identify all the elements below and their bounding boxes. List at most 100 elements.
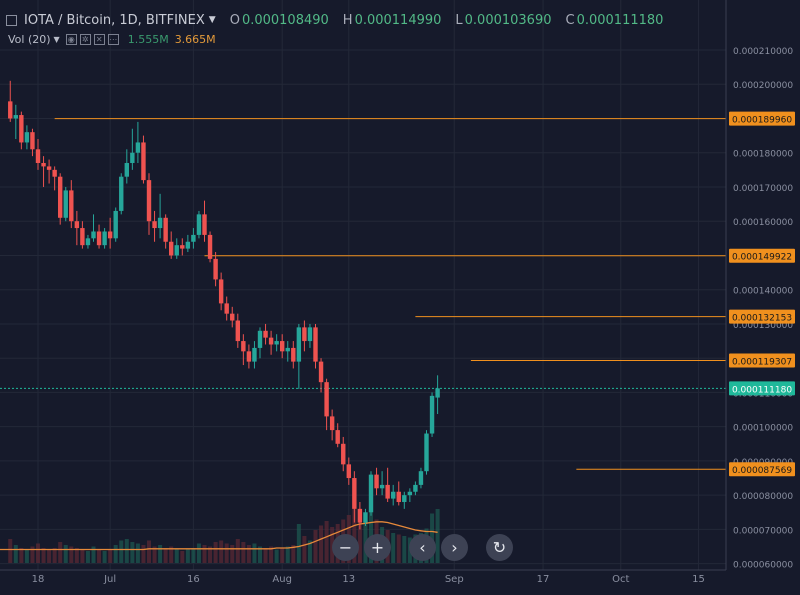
scroll-left-button[interactable]: ‹ (409, 533, 436, 561)
volume-bar (185, 549, 190, 563)
gear-icon[interactable]: ✲ (79, 33, 91, 45)
candle-body (396, 491, 401, 503)
candle-body (324, 382, 329, 417)
more-icon[interactable]: ⋯ (107, 33, 119, 45)
collapse-icon[interactable] (6, 14, 17, 26)
volume-value: 1.555M (127, 32, 169, 46)
high-value: 0.000114990 (354, 12, 442, 28)
volume-bar (258, 546, 262, 563)
close-icon[interactable]: ✕ (93, 33, 105, 45)
time-tick-label: Sep (445, 574, 464, 585)
candle-body (58, 176, 63, 218)
candle-body (180, 245, 185, 249)
candle-body (202, 214, 207, 235)
price-tick-label: 0.000160000 (733, 218, 793, 228)
scroll-right-button[interactable]: › (441, 533, 468, 561)
symbol-title[interactable]: IOTA / Bitcoin, 1D, BITFINEX (24, 12, 205, 28)
candle-body (213, 258, 218, 280)
candle-body (374, 474, 379, 489)
close-value: 0.000111180 (576, 12, 664, 28)
candle-body (80, 228, 85, 246)
volume-bar (269, 546, 274, 563)
volume-bar (296, 524, 301, 563)
volume-bar (152, 546, 157, 563)
candle-body (63, 190, 68, 218)
price-tick-label: 0.000200000 (733, 81, 793, 91)
plus-icon: + (370, 537, 385, 557)
volume-bar (147, 540, 151, 563)
volume-bar (174, 549, 179, 563)
volume-bar (47, 549, 52, 563)
volume-bar (224, 543, 229, 563)
volume-bar (435, 509, 440, 563)
candle-body (191, 234, 196, 242)
close-label: C (565, 12, 575, 28)
volume-bar (396, 534, 401, 563)
volume-bar (163, 548, 168, 563)
candle-body (41, 162, 46, 167)
volume-label[interactable]: Vol (20) (8, 32, 51, 46)
zoom-in-button[interactable]: + (364, 533, 391, 561)
caret-down-icon[interactable]: ▼ (208, 15, 216, 25)
volume-bar (352, 509, 357, 563)
minus-icon: − (338, 537, 353, 557)
volume-bar (19, 548, 24, 563)
volume-bar (213, 542, 218, 563)
volume-bar (69, 546, 74, 563)
candle-body (46, 166, 52, 170)
volume-bar (291, 545, 296, 563)
price-tick-label: 0.000170000 (733, 184, 793, 194)
candle-body (385, 484, 390, 499)
candle-body (174, 245, 179, 256)
candle-body (74, 221, 80, 229)
volume-bar (97, 549, 102, 563)
time-tick-label: 16 (187, 574, 200, 585)
candle-body (341, 443, 346, 465)
candle-body (124, 162, 129, 177)
volume-bar (280, 548, 285, 563)
volume-bar (230, 545, 235, 563)
candle-body (207, 234, 213, 259)
volume-bar (41, 548, 46, 563)
candle-body (435, 388, 440, 398)
zoom-out-button[interactable]: − (332, 533, 359, 561)
candle-body (252, 347, 257, 362)
last-price-text: 0.000111180 (732, 385, 792, 395)
horizontal-levels[interactable] (54, 118, 726, 470)
candle-body (407, 491, 413, 496)
candle-body (152, 221, 157, 229)
volume-bar (108, 549, 113, 563)
volume-bar (302, 536, 307, 563)
candles[interactable] (8, 80, 440, 530)
reset-chart-button[interactable]: ↻ (486, 533, 513, 561)
candle-body (196, 214, 202, 235)
candle-body (69, 190, 74, 222)
candle-body (379, 484, 385, 489)
level-price-label (729, 462, 795, 477)
volume-ma-value: 3.665M (174, 32, 216, 46)
candle-body (163, 217, 168, 242)
volume-bar (74, 548, 79, 563)
volume-bar (58, 542, 63, 563)
candle-body (24, 132, 30, 143)
volume-bar (285, 546, 290, 563)
eye-icon[interactable]: ◉ (65, 33, 77, 45)
volume-bar (80, 549, 85, 563)
volume-bar (402, 536, 407, 563)
candle-body (274, 341, 279, 345)
volume-bar (141, 545, 146, 563)
caret-down-icon[interactable]: ▼ (53, 34, 60, 44)
candle-body (429, 395, 435, 434)
candle-body (285, 347, 290, 352)
candle-body (346, 464, 351, 479)
level-price-label (729, 353, 795, 368)
time-tick-label: 18 (32, 574, 45, 585)
candle-body (357, 508, 363, 523)
candle-body (352, 478, 357, 509)
volume-bar (119, 540, 124, 563)
time-axis[interactable]: 18 Jul 16 Aug 13 Sep 17 Oct 15 (32, 574, 705, 585)
candle-body (313, 327, 318, 362)
candle-body (424, 433, 429, 472)
candle-body (391, 491, 396, 499)
